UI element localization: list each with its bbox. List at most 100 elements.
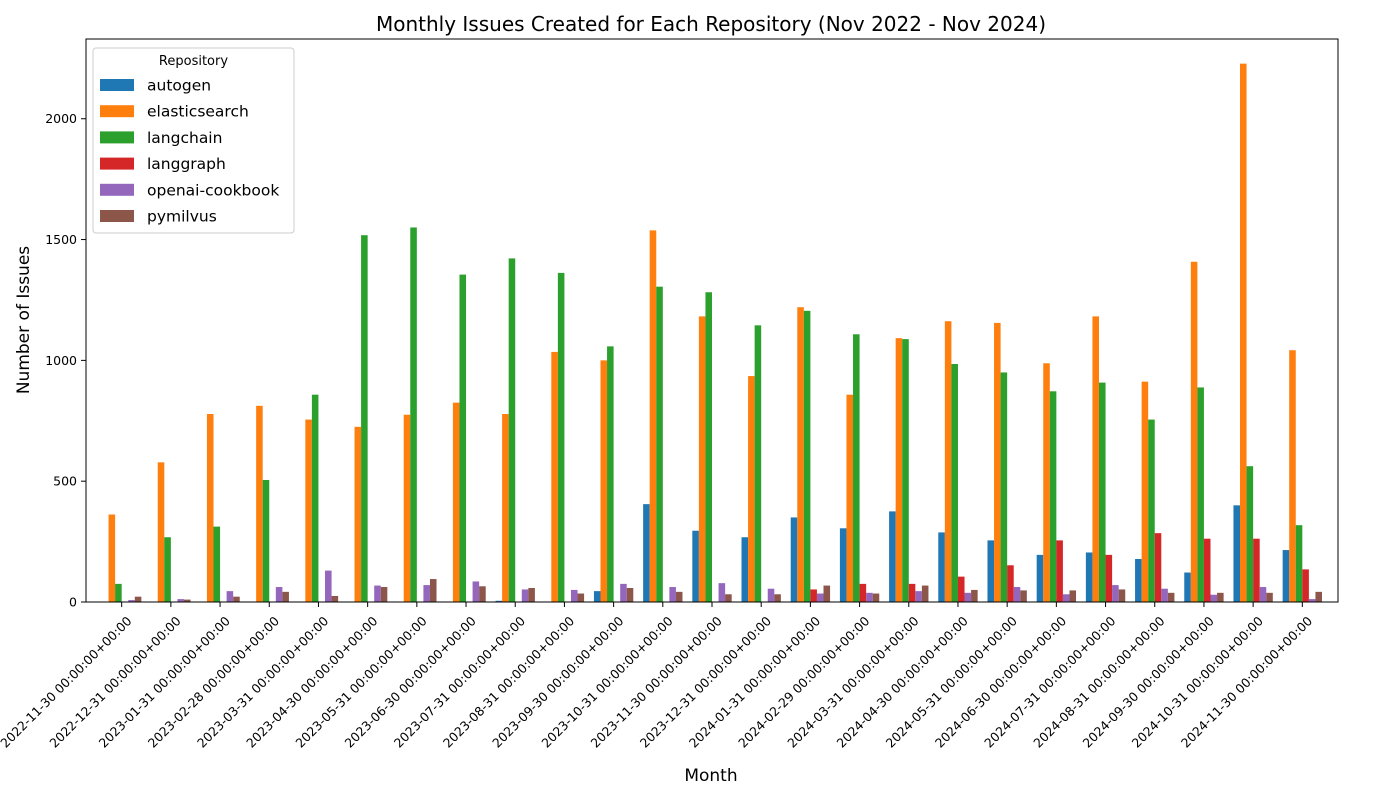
- bar-elasticsearch-14: [797, 307, 804, 602]
- y-tick-label: 1000: [45, 353, 77, 368]
- bar-langchain-2: [213, 526, 221, 602]
- legend-swatch-elasticsearch: [100, 105, 134, 118]
- bar-langchain-18: [1000, 372, 1008, 602]
- series-openai-cookbook: [128, 570, 1316, 602]
- bar-elasticsearch-10: [600, 360, 608, 602]
- bar-openai-cookbook-21: [1161, 588, 1168, 602]
- legend-swatch-autogen: [100, 79, 134, 91]
- bar-autogen-15: [839, 528, 847, 602]
- bar-elasticsearch-2: [206, 414, 214, 602]
- bar-langgraph-23: [1253, 538, 1260, 602]
- legend-label-langchain: langchain: [147, 129, 222, 147]
- bar-elasticsearch-8: [502, 414, 509, 602]
- bar-elasticsearch-19: [1043, 363, 1050, 602]
- bar-langgraph-15: [859, 583, 867, 602]
- bar-pymilvus-3: [282, 591, 289, 602]
- bar-elasticsearch-21: [1141, 381, 1149, 602]
- bar-langgraph-21: [1154, 533, 1162, 602]
- bar-elasticsearch-9: [551, 351, 558, 602]
- bar-openai-cookbook-16: [915, 591, 922, 602]
- bar-langchain-4: [311, 394, 319, 602]
- legend-swatch-langchain: [100, 131, 134, 144]
- bar-langchain-10: [607, 346, 614, 602]
- bar-pymilvus-15: [872, 593, 880, 602]
- bar-openai-cookbook-4: [325, 570, 332, 602]
- bar-pymilvus-17: [971, 589, 978, 602]
- bar-pymilvus-1: [183, 599, 191, 602]
- bar-langchain-6: [410, 227, 417, 602]
- legend-label-autogen: autogen: [147, 77, 211, 95]
- bar-pymilvus-2: [233, 596, 240, 602]
- bar-elasticsearch-4: [305, 419, 312, 602]
- series-langgraph: [810, 533, 1309, 602]
- bar-langchain-3: [262, 479, 270, 602]
- bar-langgraph-24: [1302, 569, 1309, 602]
- bar-langchain-11: [656, 286, 663, 602]
- bar-langchain-13: [754, 325, 762, 602]
- bar-autogen-11: [643, 504, 650, 602]
- bar-autogen-19: [1036, 554, 1044, 602]
- bar-autogen-20: [1085, 552, 1093, 602]
- bar-elasticsearch-12: [698, 316, 706, 602]
- bar-langgraph-17: [957, 576, 965, 602]
- bar-pymilvus-22: [1217, 592, 1224, 602]
- bar-openai-cookbook-19: [1062, 594, 1070, 602]
- bar-langgraph-16: [908, 583, 916, 602]
- bar-autogen-24: [1282, 550, 1290, 602]
- legend-swatch-pymilvus: [100, 210, 134, 222]
- bar-autogen-13: [741, 537, 749, 602]
- bar-langgraph-18: [1007, 565, 1014, 602]
- bar-langchain-8: [508, 258, 516, 602]
- bar-elasticsearch-13: [748, 376, 755, 602]
- bar-pymilvus-16: [921, 585, 929, 602]
- y-tick-label: 1500: [45, 232, 77, 247]
- bar-elasticsearch-1: [157, 462, 165, 602]
- bar-autogen-12: [692, 530, 699, 602]
- legend-title: Repository: [159, 54, 228, 69]
- bar-pymilvus-4: [331, 595, 339, 602]
- bar-openai-cookbook-20: [1112, 585, 1119, 602]
- bar-langchain-5: [361, 235, 368, 602]
- bar-openai-cookbook-10: [620, 583, 627, 602]
- bar-elasticsearch-17: [944, 321, 952, 602]
- series-pymilvus: [134, 579, 1322, 602]
- bar-pymilvus-14: [823, 585, 831, 602]
- bar-elasticsearch-5: [354, 426, 362, 602]
- bar-elasticsearch-0: [108, 514, 116, 602]
- bar-elasticsearch-7: [452, 402, 460, 602]
- legend-swatch-langgraph: [100, 157, 134, 170]
- bar-openai-cookbook-22: [1210, 594, 1218, 602]
- bar-pymilvus-24: [1315, 591, 1322, 602]
- bar-autogen-23: [1233, 505, 1241, 602]
- legend-label-langgraph: langgraph: [147, 155, 226, 173]
- legend-box: [92, 47, 295, 234]
- bar-pymilvus-6: [429, 579, 437, 602]
- bar-openai-cookbook-24: [1308, 599, 1316, 602]
- legend-swatch-openai-cookbook: [100, 183, 134, 196]
- bar-openai-cookbook-0: [128, 600, 135, 602]
- bar-langchain-0: [115, 583, 122, 602]
- legend-label-elasticsearch: elasticsearch: [147, 103, 249, 121]
- bar-autogen-8: [495, 600, 503, 602]
- bar-openai-cookbook-7: [472, 581, 480, 602]
- bar-openai-cookbook-1: [177, 599, 184, 602]
- bar-autogen-22: [1184, 572, 1191, 602]
- bar-langchain-12: [705, 292, 712, 602]
- bar-openai-cookbook-5: [374, 585, 381, 602]
- bar-pymilvus-9: [577, 593, 585, 602]
- bar-langchain-7: [459, 274, 467, 602]
- y-tick-label: 500: [53, 474, 77, 489]
- bar-openai-cookbook-3: [275, 587, 283, 602]
- bar-langchain-1: [164, 537, 171, 602]
- bar-openai-cookbook-2: [226, 591, 234, 602]
- bar-langchain-24: [1295, 525, 1303, 602]
- legend-label-pymilvus: pymilvus: [147, 208, 217, 226]
- y-tick-label: 2000: [45, 111, 77, 126]
- bar-openai-cookbook-8: [521, 589, 529, 602]
- bar-elasticsearch-20: [1092, 316, 1099, 602]
- bar-openai-cookbook-23: [1259, 587, 1267, 602]
- series-autogen: [495, 504, 1290, 602]
- bar-langchain-17: [951, 363, 958, 602]
- bar-autogen-18: [987, 540, 995, 602]
- bar-pymilvus-8: [528, 587, 535, 602]
